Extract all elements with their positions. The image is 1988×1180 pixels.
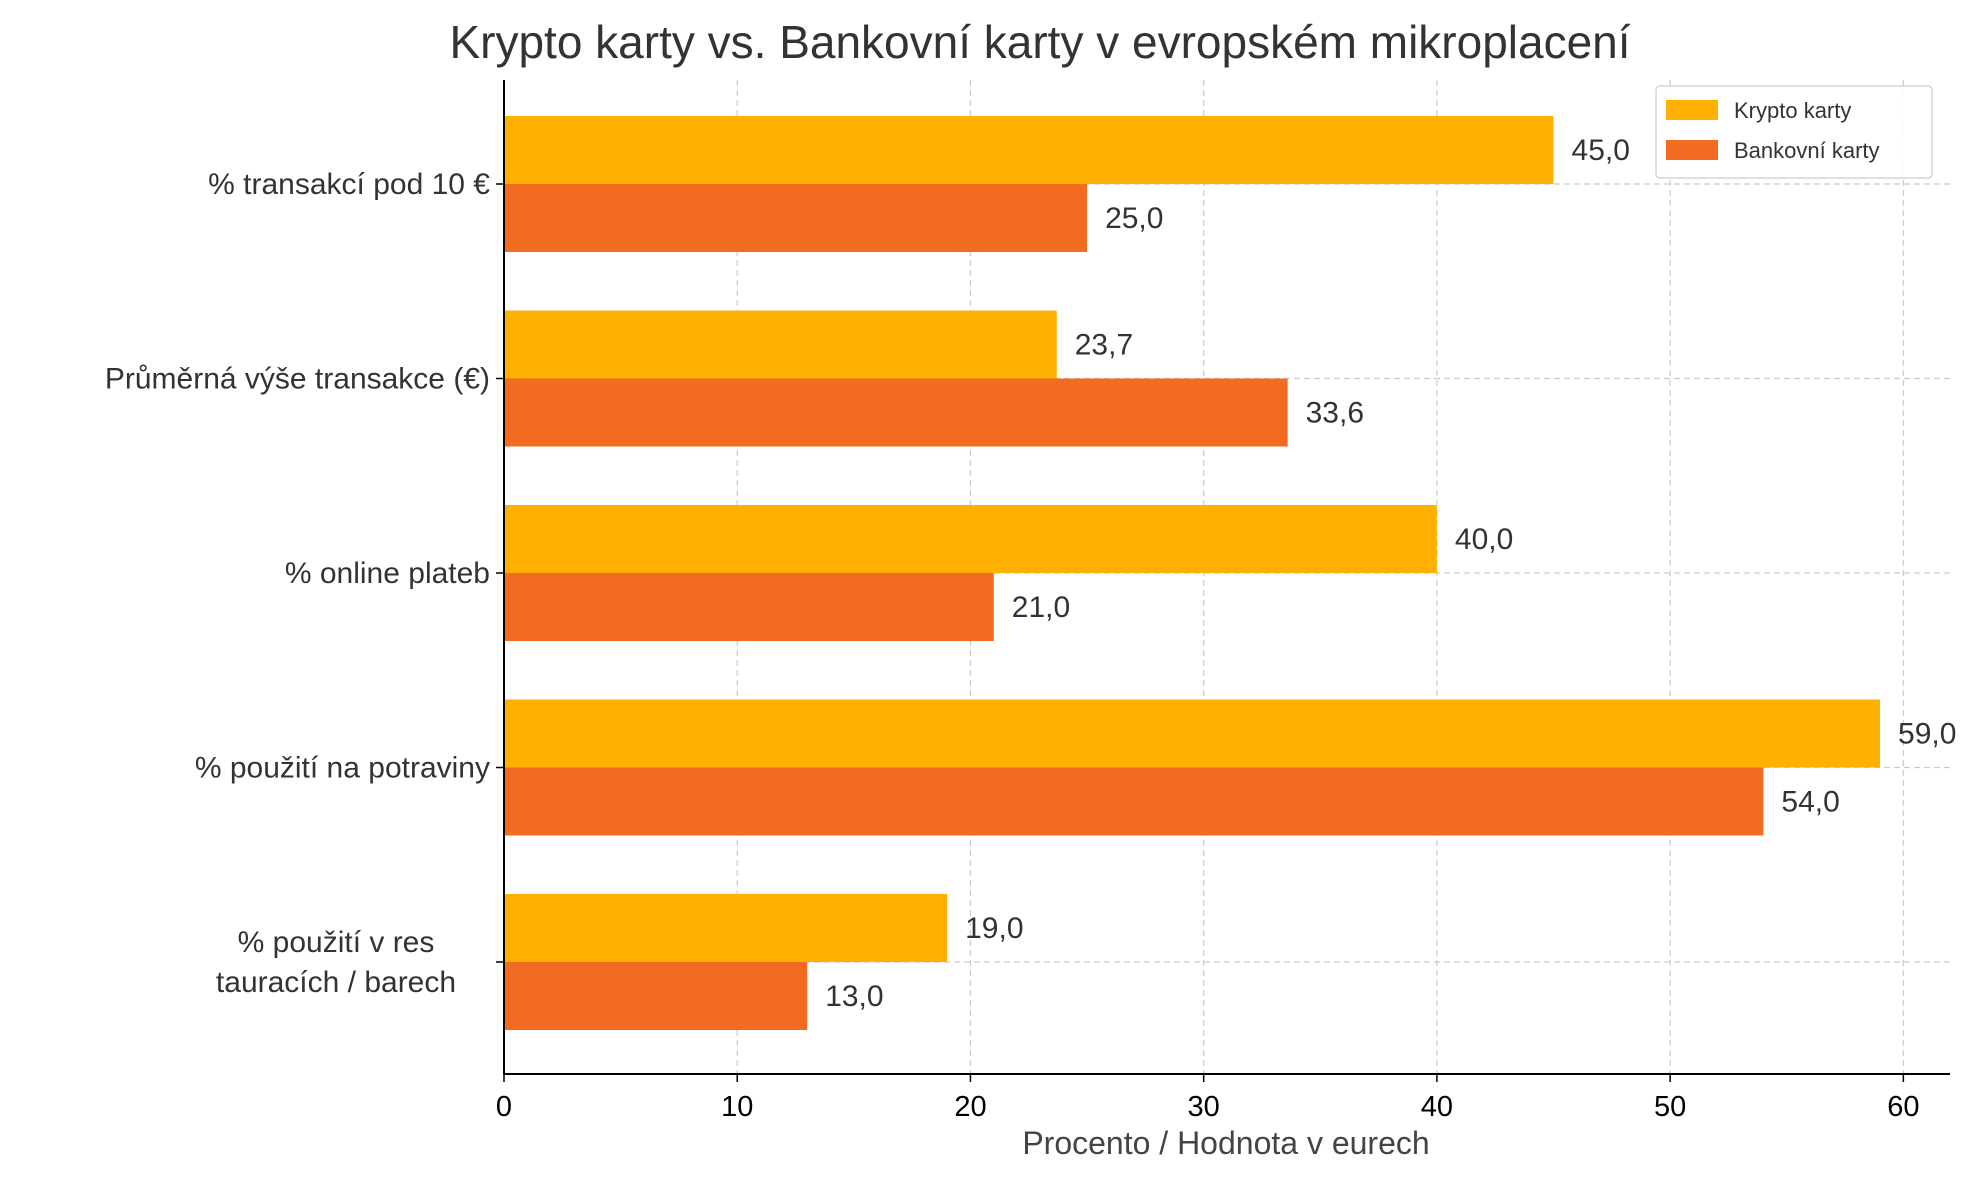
x-tick-label: 40 [1421,1091,1453,1123]
data-label: 45,0 [1572,134,1630,167]
bar [504,116,1554,184]
y-tick-label: % použití na potraviny [195,752,490,785]
x-tick-label: 30 [1188,1091,1220,1123]
bar [504,310,1057,379]
legend-box [1655,85,1933,179]
legend-swatch [1666,140,1718,160]
y-tick-label-line: tauracích / barech [216,966,456,999]
data-label: 23,7 [1075,329,1133,362]
bar [504,767,1764,836]
data-label: 59,0 [1898,718,1956,751]
y-tick-labels: % transakcí pod 10 € Průměrná výše transa… [105,168,490,999]
bars: 45,0 25,0 23,7 33,6 40,0 21,0 59,0 54,0 19,0 13,0 [504,116,1956,1030]
x-tick-label: 20 [954,1091,986,1123]
data-label: 54,0 [1781,786,1839,819]
chart-title: Krypto karty vs. Bankovní karty v evrops… [449,16,1630,68]
x-tick-label: 60 [1887,1091,1919,1123]
data-label: 13,0 [825,980,883,1013]
legend-swatch [1666,100,1718,120]
x-tick-label: 50 [1654,1091,1686,1123]
x-tick-labels: 0 10 20 30 40 50 60 [496,1091,1920,1123]
y-tick-label: Průměrná výše transakce (€) [105,363,490,396]
bar [504,699,1881,768]
bar [504,962,808,1030]
y-tick-label-line: % použití v res [238,926,435,959]
bar [504,184,1088,252]
legend: Krypto karty Bankovní karty [1655,85,1933,179]
x-tick-label: 0 [496,1091,512,1123]
y-tick-label: % transakcí pod 10 € [208,168,490,201]
data-label: 19,0 [965,912,1023,945]
legend-label: Krypto karty [1734,98,1851,123]
data-label: 25,0 [1105,202,1163,235]
y-tick-label: % použití v res tauracích / barech [216,926,456,999]
data-label: 21,0 [1012,591,1070,624]
x-tick-label: 10 [721,1091,753,1123]
data-label: 40,0 [1455,523,1513,556]
legend-label: Bankovní karty [1734,138,1880,163]
bar [504,505,1437,573]
bar [504,573,994,641]
data-label: 33,6 [1306,397,1364,430]
x-axis-label: Procento / Hodnota v eurech [1022,1125,1429,1161]
bar [504,378,1288,447]
bar [504,894,948,962]
axes [496,80,1950,1082]
y-tick-label: % online plateb [285,557,490,590]
